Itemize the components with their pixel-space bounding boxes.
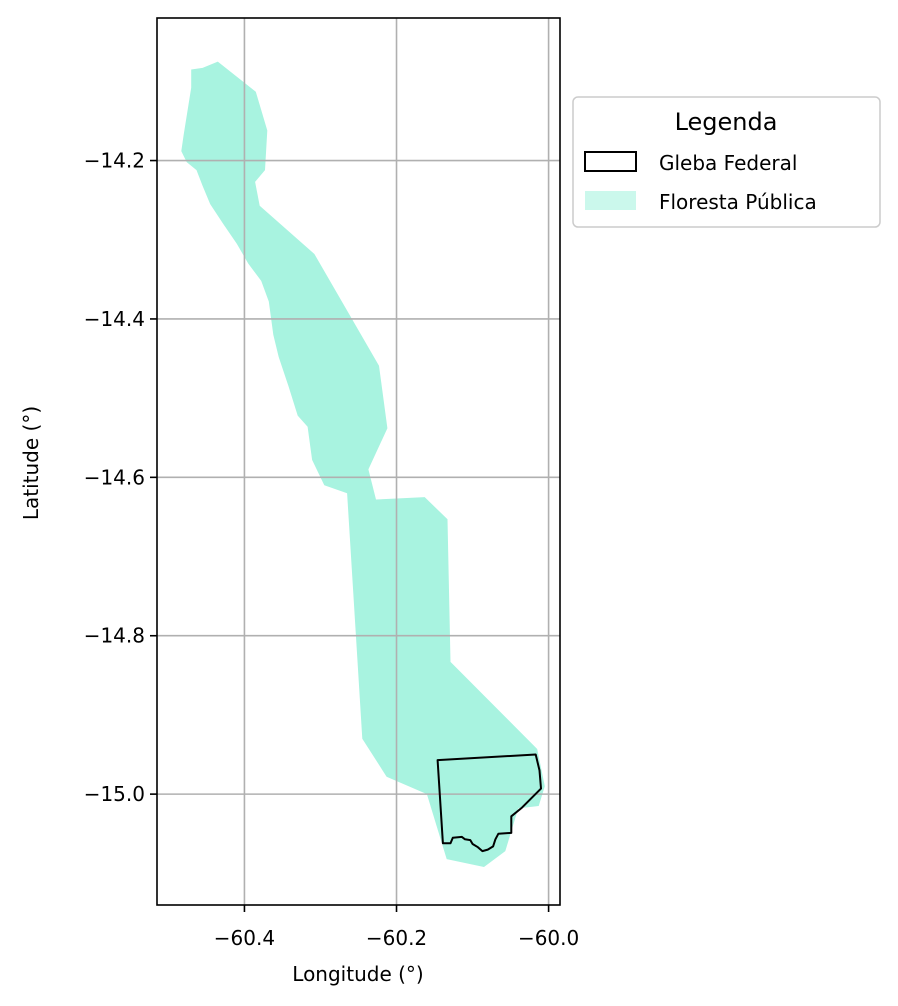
legend-swatch-floresta-publica: [585, 191, 636, 210]
y-tick-label: −14.6: [84, 465, 145, 489]
floresta-publica-polygon: [181, 61, 545, 868]
y-axis-ticks: −14.2 −14.4 −14.6 −14.8 −15.0: [84, 149, 157, 806]
y-tick-label: −14.2: [84, 149, 145, 173]
plot-frame: [156, 17, 561, 906]
y-tick-label: −14.4: [84, 307, 145, 331]
y-axis-title: Latitude (°): [19, 406, 43, 520]
legend: Legenda Gleba Federal Floresta Pública: [572, 96, 881, 228]
legend-swatch-gleba-federal: [584, 151, 637, 172]
x-axis-title: Longitude (°): [292, 962, 423, 986]
legend-title: Legenda: [675, 108, 778, 136]
x-tick-label: −60.4: [214, 926, 275, 950]
x-axis-ticks: −60.4 −60.2 −60.0: [214, 905, 579, 950]
y-tick-label: −15.0: [84, 782, 145, 806]
legend-label-floresta-publica: Floresta Pública: [659, 190, 817, 214]
gleba-federal-polygon: [436, 753, 542, 853]
legend-label-gleba-federal: Gleba Federal: [659, 151, 797, 175]
y-tick-label: −14.8: [84, 624, 145, 648]
legend-frame: [572, 96, 881, 228]
plot-area: [156, 17, 561, 906]
x-tick-label: −60.2: [366, 926, 427, 950]
grid-lines: [157, 18, 560, 905]
x-tick-label: −60.0: [518, 926, 579, 950]
